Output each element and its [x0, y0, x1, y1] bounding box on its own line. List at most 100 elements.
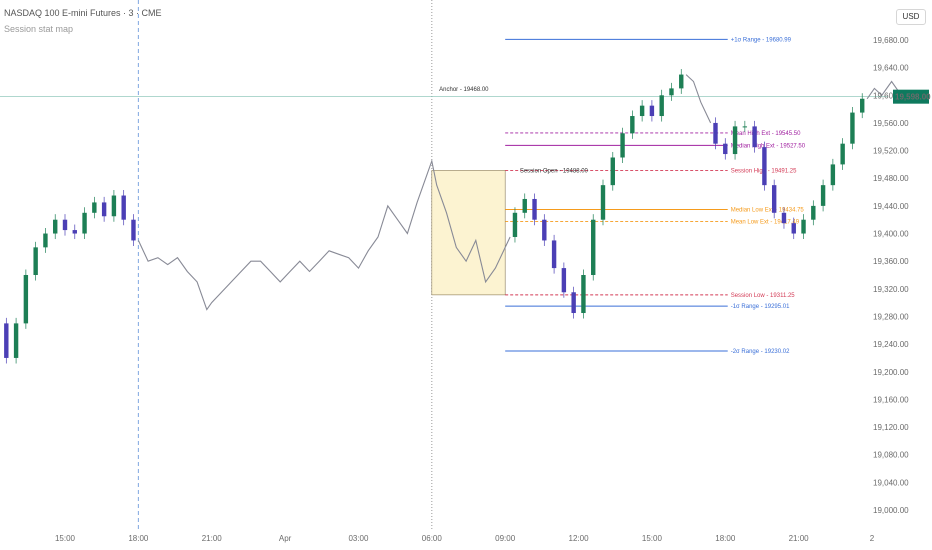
- candle-body: [732, 126, 738, 155]
- candle-body: [62, 219, 68, 231]
- candle-body: [600, 185, 606, 220]
- x-tick-label: Apr: [279, 534, 292, 543]
- candle-body: [23, 275, 29, 324]
- level-label: +1σ Range - 19680.99: [731, 37, 792, 43]
- level-label: -1σ Range - 19295.01: [731, 304, 790, 310]
- level-label: Mean Low Ext - 19417.49: [731, 219, 800, 225]
- candle-body: [830, 164, 836, 186]
- candle-body: [620, 133, 625, 158]
- y-tick-label: 19,000.00: [873, 506, 909, 515]
- y-tick-label: 19,040.00: [873, 478, 909, 487]
- level-label: -2σ Range - 19230.02: [731, 349, 790, 355]
- level-label: Mean High Ext - 19545.50: [731, 131, 801, 137]
- y-tick-label: 19,080.00: [873, 451, 909, 460]
- annotation-layer: Anchor - 19468.00 Session Open - 19488.00: [439, 87, 588, 175]
- y-tick-label: 19,160.00: [873, 395, 909, 404]
- level-label: Median High Ext - 19527.50: [731, 143, 806, 149]
- level-label: Session Low - 19311.25: [731, 293, 796, 299]
- x-tick-label: 15:00: [642, 534, 663, 543]
- currency-button[interactable]: USD: [896, 9, 926, 25]
- candle-body: [101, 202, 107, 217]
- y-tick-label: 19,320.00: [873, 285, 909, 294]
- time-axis: 15:00 18:00 21:00 Apr 03:00 06:00 09:00 12:00 15…: [55, 534, 875, 543]
- current-price-label: 19,598.00: [895, 93, 931, 102]
- candle-body: [72, 230, 77, 234]
- anchor-label: Anchor - 19468.00: [439, 87, 489, 93]
- x-tick-label: 21:00: [202, 534, 223, 543]
- candle-body: [781, 212, 787, 224]
- levels-layer: +1σ Range - 19680.99 Mean High Ext - 1954…: [505, 37, 806, 355]
- y-tick-label: 19,280.00: [873, 312, 909, 321]
- candle-body: [679, 74, 684, 89]
- y-tick-label: 19,480.00: [873, 174, 909, 183]
- candle-body: [522, 198, 527, 213]
- candle-body: [669, 88, 674, 96]
- y-tick-label: 19,560.00: [873, 119, 909, 128]
- x-tick-label: 18:00: [715, 534, 736, 543]
- candle-body: [571, 292, 576, 314]
- x-tick-label: 2: [870, 534, 875, 543]
- session-box-layer: [431, 170, 506, 296]
- x-tick-label: 15:00: [55, 534, 76, 543]
- candle-body: [591, 219, 596, 275]
- price-axis: 19,000.00 19,040.00 19,080.00 19,120.00 19,1…: [873, 36, 931, 515]
- price-series-layer: [4, 69, 902, 364]
- y-tick-label: 19,240.00: [873, 340, 909, 349]
- x-tick-label: 21:00: [789, 534, 810, 543]
- price-line: [137, 158, 511, 311]
- current-price-tag: [893, 89, 929, 104]
- y-tick-label: 19,640.00: [873, 64, 909, 73]
- candle-body: [131, 219, 136, 241]
- x-tick-label: 06:00: [422, 534, 443, 543]
- candle-body: [771, 185, 777, 213]
- level-label: Median Low Ext - 19434.75: [731, 208, 805, 214]
- x-tick-label: 12:00: [569, 534, 590, 543]
- candle-body: [542, 219, 547, 241]
- x-tick-label: 18:00: [128, 534, 149, 543]
- candle-body: [860, 98, 865, 113]
- candle-body: [581, 275, 586, 314]
- candle-body: [649, 105, 655, 117]
- candle-body: [551, 240, 557, 269]
- candle-body: [752, 126, 757, 148]
- candle-body: [53, 219, 58, 234]
- y-tick-label: 19,200.00: [873, 368, 909, 377]
- session-range-box: [431, 170, 506, 296]
- y-tick-label: 19,600.00: [873, 91, 909, 100]
- candle-body: [659, 95, 664, 117]
- candle-body: [111, 195, 117, 217]
- session-open-label: Session Open - 19488.00: [520, 169, 589, 175]
- candle-body: [850, 112, 855, 144]
- y-tick-label: 19,360.00: [873, 257, 909, 266]
- x-tick-label: 09:00: [495, 534, 516, 543]
- y-tick-label: 19,520.00: [873, 147, 909, 156]
- candle-body: [4, 323, 9, 358]
- candle-body: [840, 143, 845, 165]
- candle-body: [561, 268, 567, 293]
- candle-body: [791, 223, 796, 234]
- candle-body: [713, 122, 718, 144]
- candle-body: [121, 195, 126, 220]
- candle-body: [630, 116, 635, 134]
- y-tick-label: 19,440.00: [873, 202, 909, 211]
- candle-body: [723, 143, 728, 155]
- candle-body: [532, 198, 537, 220]
- price-line: [866, 80, 902, 100]
- y-tick-label: 19,400.00: [873, 230, 909, 239]
- x-tick-label: 03:00: [348, 534, 369, 543]
- candle-body: [13, 323, 19, 358]
- y-tick-label: 19,120.00: [873, 423, 909, 432]
- candle-body: [639, 105, 645, 117]
- candle-body: [801, 219, 806, 234]
- candle-body: [512, 212, 518, 237]
- symbol-title[interactable]: NASDAQ 100 E-mini Futures · 3 · CME: [4, 8, 162, 18]
- y-tick-label: 19,680.00: [873, 36, 909, 45]
- indicator-label[interactable]: Session stat map: [4, 24, 74, 34]
- price-line: [685, 74, 712, 124]
- candle-body: [811, 205, 816, 220]
- candle-body: [820, 185, 826, 206]
- candle-body: [742, 126, 748, 128]
- candle-body: [610, 157, 615, 186]
